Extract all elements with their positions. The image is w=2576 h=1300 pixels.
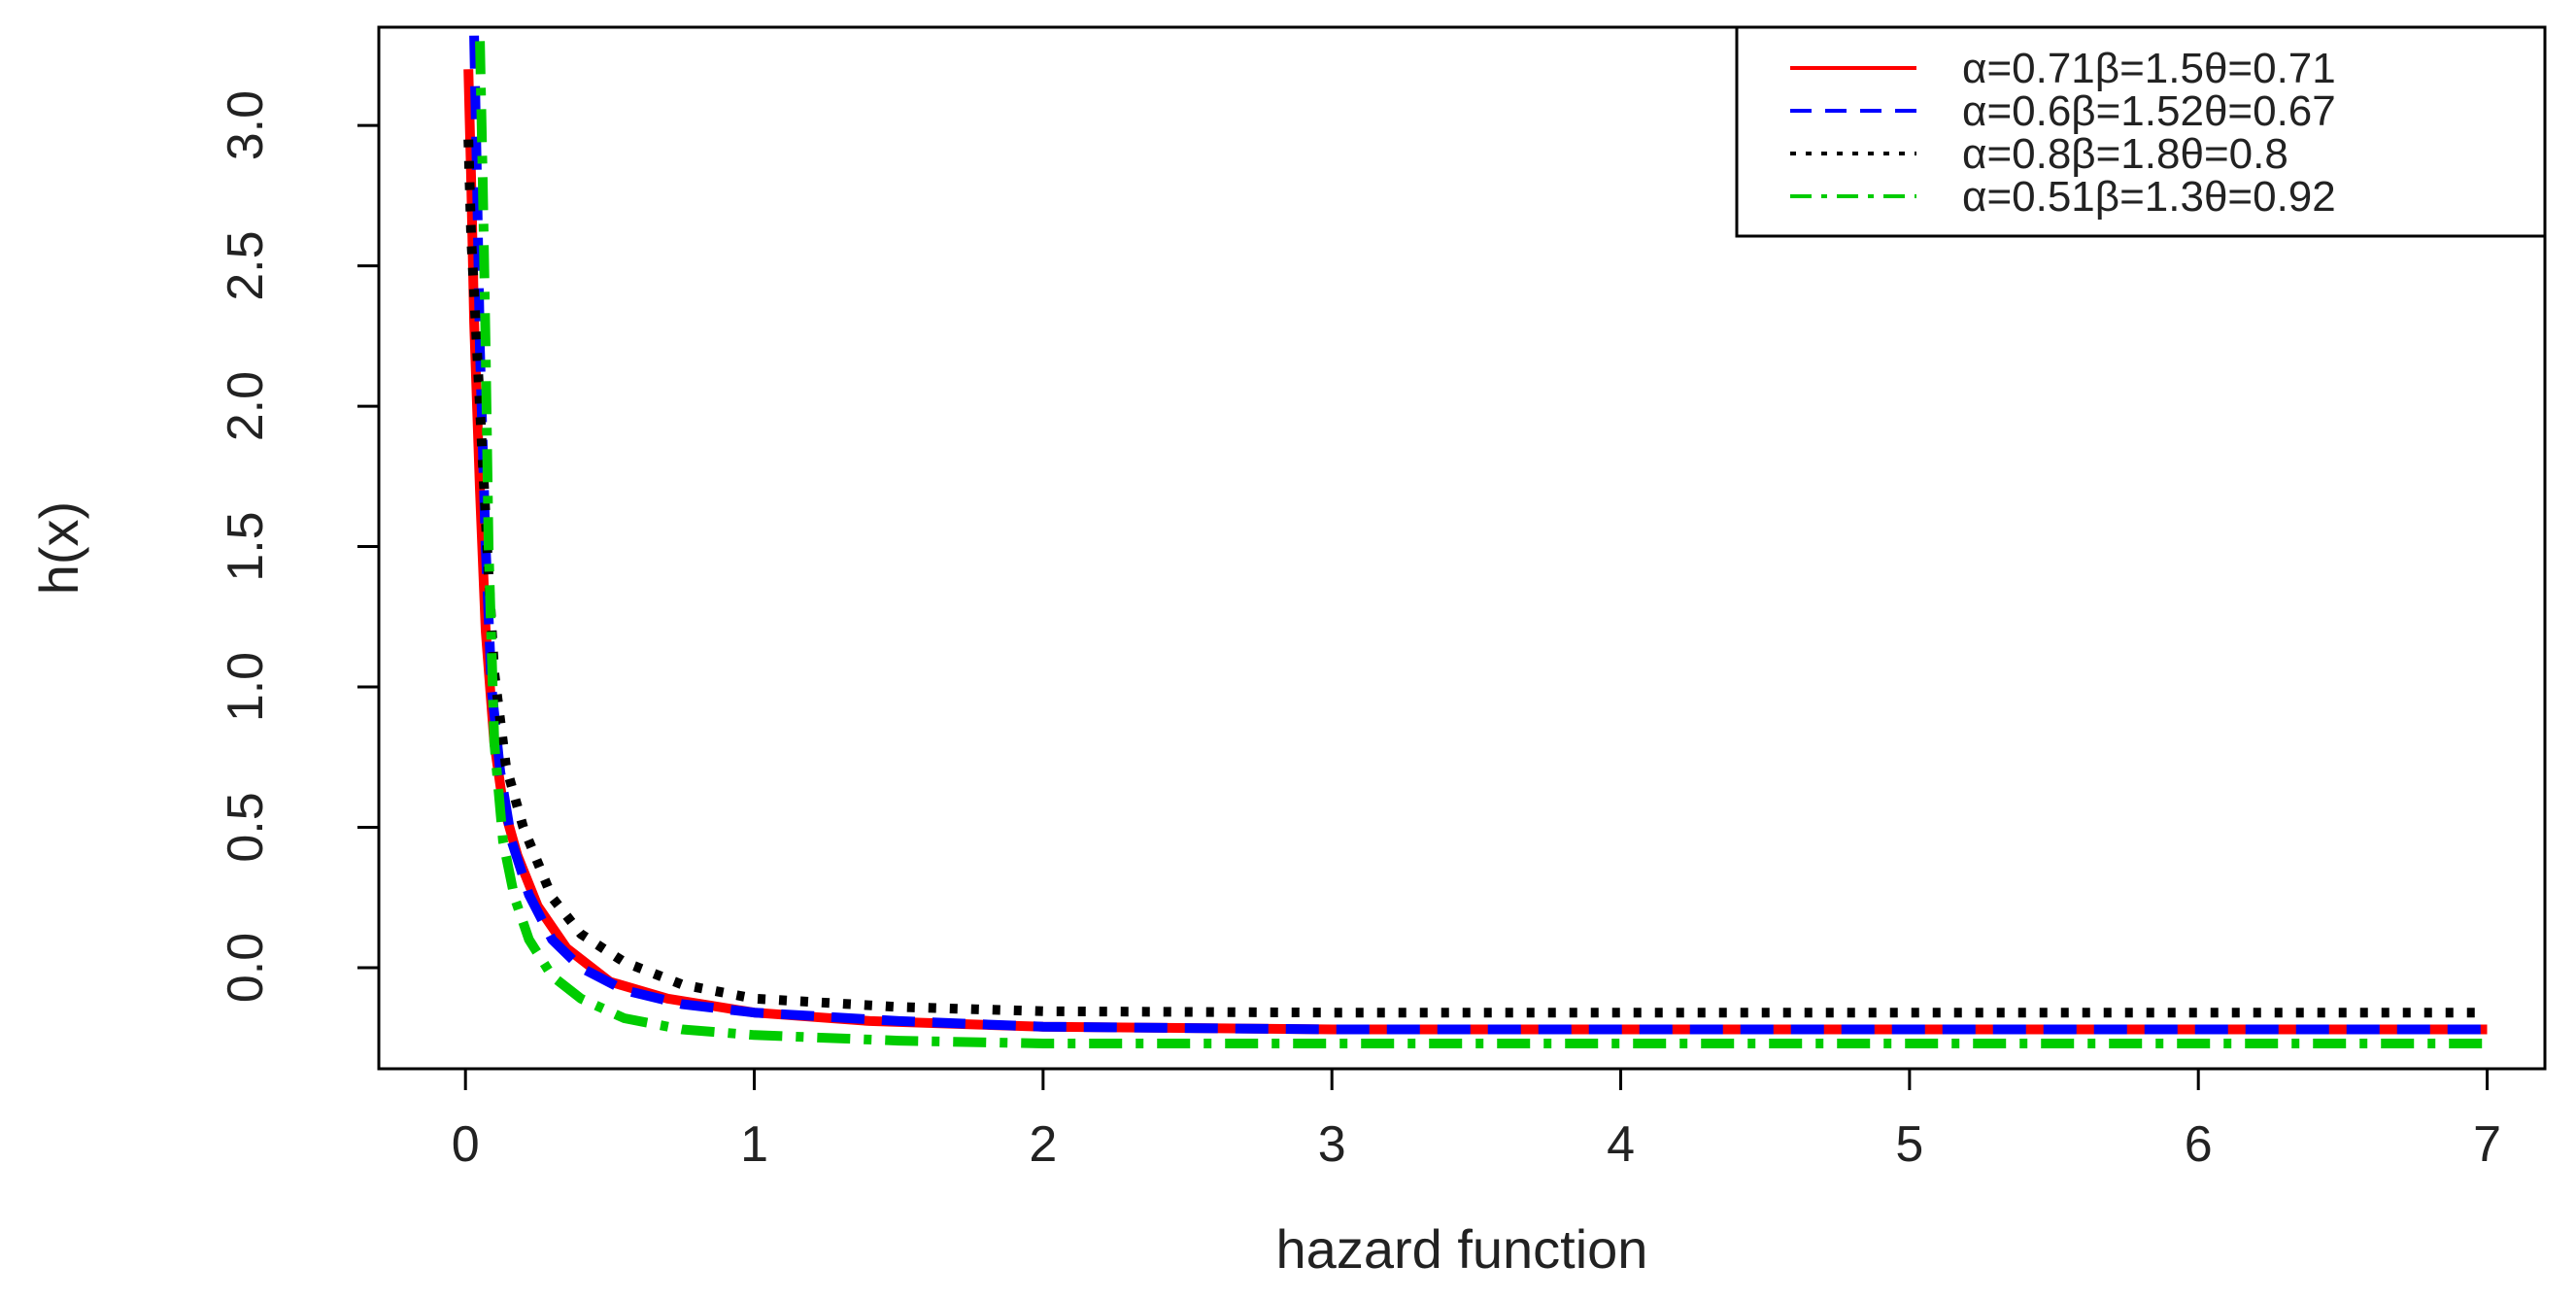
x-tick-label: 2 <box>1029 1116 1057 1173</box>
y-tick-label: 1.0 <box>218 652 274 722</box>
series-line-4 <box>475 41 2488 1048</box>
legend-label: α=0.51β=1.3θ=0.92 <box>1962 173 2336 221</box>
y-tick-label: 1.5 <box>218 511 274 581</box>
x-tick-label: 6 <box>2185 1116 2213 1173</box>
y-tick-label: 3.0 <box>218 90 274 160</box>
y-tick-label: 0.0 <box>218 933 274 1003</box>
legend-label: α=0.71β=1.5θ=0.71 <box>1962 45 2336 92</box>
y-tick-label: 2.5 <box>218 230 274 300</box>
x-tick-label: 1 <box>740 1116 768 1173</box>
legend-label: α=0.6β=1.52θ=0.67 <box>1962 87 2336 135</box>
x-tick-label: 4 <box>1607 1116 1635 1173</box>
series-layer <box>463 35 2488 1048</box>
x-tick-label: 5 <box>1895 1116 1923 1173</box>
y-axis-title: h(x) <box>28 501 89 595</box>
legend: α=0.71β=1.5θ=0.71α=0.6β=1.52θ=0.67α=0.8β… <box>1735 25 2547 238</box>
series-line-3 <box>463 139 2488 1018</box>
y-tick-label: 2.0 <box>218 371 274 441</box>
legend-label: α=0.8β=1.8θ=0.8 <box>1962 130 2288 178</box>
x-tick-label: 0 <box>452 1116 480 1173</box>
legend-box <box>1735 25 2547 238</box>
x-tick-label: 7 <box>2473 1116 2501 1173</box>
x-axis-title: hazard function <box>1276 1218 1648 1280</box>
y-axis: 0.0 0.5 1.0 1.5 2.0 2.5 3.0 <box>218 90 381 1003</box>
x-tick-label: 3 <box>1318 1116 1346 1173</box>
y-tick-label: 0.5 <box>218 792 274 862</box>
x-axis: 0 1 2 3 4 5 6 7 <box>452 1067 2501 1173</box>
